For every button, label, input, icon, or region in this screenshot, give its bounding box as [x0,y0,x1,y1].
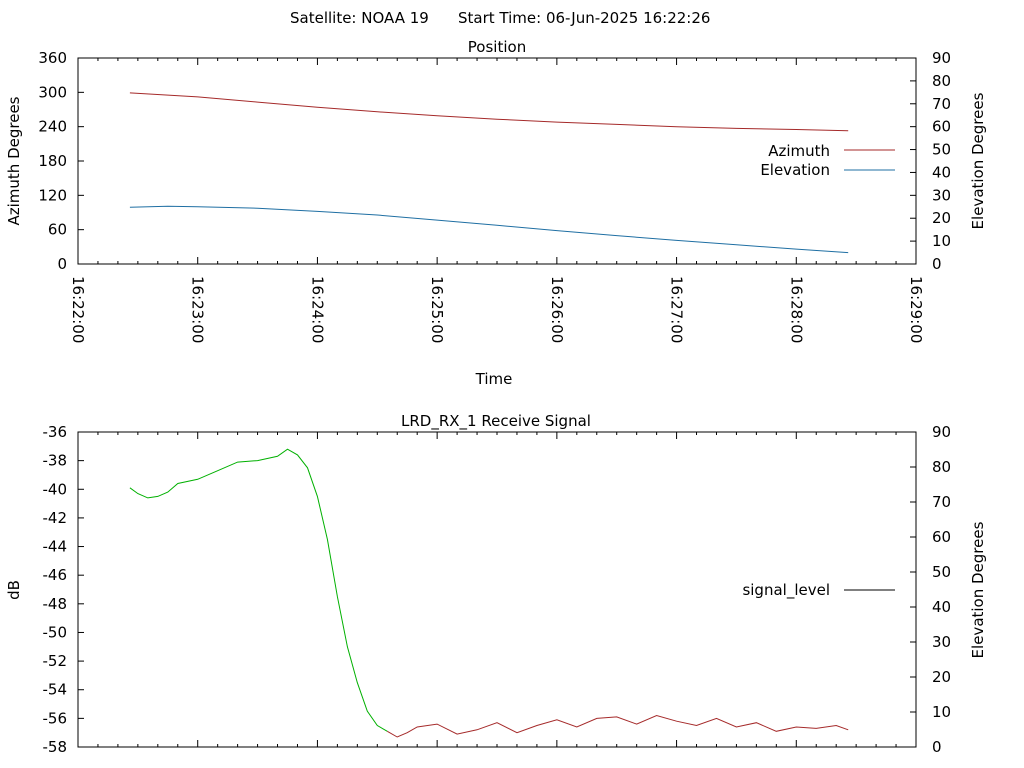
position-x-tick-label: 16:26:00 [548,276,566,343]
signal-y2-tick-label: 60 [932,528,951,546]
position-title: Position [468,38,526,56]
signal-y-tick-label: -50 [43,623,68,641]
position-legend: Azimuth Elevation [760,142,895,179]
signal-ylabel: dB [5,580,23,600]
signal-y-tick-label: -54 [43,681,68,699]
signal-level-line-acquired [129,448,388,732]
position-y2-tick-label: 50 [932,141,951,159]
signal-y2label: Elevation Degrees [969,521,987,658]
legend-signal-label: signal_level [742,581,830,600]
position-left-axis: 0 60 120 180 240 300 360 [38,49,84,273]
signal-level-series [129,448,849,738]
signal-y-tick-label: -38 [43,452,68,470]
signal-chart: LRD_RX_1 Receive Signal -58-56-54-52-50-… [5,412,987,756]
position-y-tick-label: 300 [38,83,67,101]
signal-y-tick-label: -58 [43,738,68,756]
signal-y-tick-label: -36 [43,423,68,441]
legend-elevation-label: Elevation [760,161,830,179]
legend-azimuth-label: Azimuth [768,142,830,160]
signal-y2-tick-label: 90 [932,423,951,441]
position-y-tick-label: 240 [38,118,67,136]
position-y2-tick-label: 60 [932,118,951,136]
satellite-label: Satellite: NOAA 19 [290,9,429,27]
signal-y-tick-label: -46 [43,566,68,584]
signal-y-tick-label: -52 [43,652,68,670]
position-y2-tick-label: 90 [932,49,951,67]
position-x-tick-label: 16:25:00 [428,276,446,343]
signal-y-tick-label: -44 [43,538,68,556]
elevation-series-line [129,205,849,254]
position-y-tick-label: 120 [38,186,67,204]
signal-y-tick-label: -42 [43,509,68,527]
position-x-tick-label: 16:29:00 [907,276,925,343]
position-chart: Position 0 60 120 180 240 300 360 0 10 20 30 40 50 6… [5,38,987,388]
position-y2-tick-label: 80 [932,72,951,90]
position-y-tick-label: 60 [48,221,67,239]
signal-y2-tick-label: 30 [932,633,951,651]
position-y2-tick-label: 10 [932,232,951,250]
signal-y2-tick-label: 50 [932,563,951,581]
signal-legend: signal_level [742,581,895,600]
signal-right-axis: 0 10 20 30 40 50 60 70 80 90 [910,423,951,756]
position-x-tick-label: 16:23:00 [189,276,207,343]
signal-time-axis [77,432,917,747]
position-y-tick-label: 360 [38,49,67,67]
signal-y2-tick-label: 20 [932,668,951,686]
signal-y2-tick-label: 70 [932,493,951,511]
position-right-axis: 0 10 20 30 40 50 60 70 80 90 [910,49,951,273]
signal-y2-tick-label: 40 [932,598,951,616]
position-xlabel: Time [475,370,513,388]
signal-left-axis: -58 -56 -54 -52 -50 -48 -46 -44 -42 -40 -38 -36 [43,423,84,756]
signal-y2-tick-label: 10 [932,703,951,721]
position-y-tick-label: 0 [57,255,67,273]
position-y2-tick-label: 20 [932,209,951,227]
position-y2-tick-label: 0 [932,255,942,273]
signal-level-line-noise [387,714,849,738]
signal-y-tick-label: -48 [43,595,68,613]
signal-y-tick-label: -40 [43,480,68,498]
position-x-tick-label: 16:27:00 [668,276,686,343]
position-time-axis: 16:22:00 16:23:00 16:24:00 16:25:00 16:26:00… [69,58,925,343]
position-x-tick-label: 16:22:00 [69,276,87,343]
position-y2-tick-label: 40 [932,163,951,181]
position-ylabel: Azimuth Degrees [5,96,23,225]
position-y2label: Elevation Degrees [969,92,987,229]
signal-y2-tick-label: 0 [932,738,942,756]
position-x-tick-label: 16:24:00 [308,276,326,343]
position-x-tick-label: 16:28:00 [787,276,805,343]
azimuth-series-line [129,92,849,132]
start-time-label: Start Time: 06-Jun-2025 16:22:26 [458,9,710,27]
position-y2-tick-label: 30 [932,186,951,204]
signal-y-tick-label: -56 [43,709,68,727]
signal-title: LRD_RX_1 Receive Signal [401,412,591,431]
position-y-tick-label: 180 [38,152,67,170]
signal-y2-tick-label: 80 [932,458,951,476]
position-y2-tick-label: 70 [932,95,951,113]
